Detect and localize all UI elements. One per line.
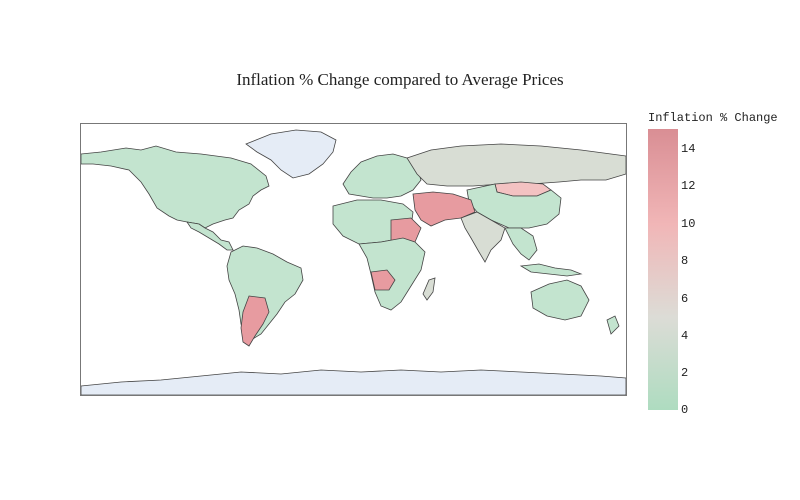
region-new-zealand[interactable]: [606, 315, 620, 335]
region-india[interactable]: [460, 211, 506, 263]
region-europe[interactable]: [342, 153, 422, 199]
colorbar-tick: 2: [681, 366, 689, 380]
region-southern-africa[interactable]: [358, 237, 426, 311]
colorbar-tick: 4: [681, 329, 689, 343]
colorbar-gradient: [648, 129, 678, 410]
colorbar-tick: 12: [681, 179, 696, 193]
region-southeast-asia[interactable]: [504, 227, 538, 261]
region-central-america[interactable]: [186, 221, 234, 251]
region-antarctica[interactable]: [81, 369, 626, 395]
region-indonesia[interactable]: [519, 263, 583, 277]
map-frame[interactable]: [80, 123, 627, 396]
region-north-america[interactable]: [81, 145, 270, 229]
map-title: Inflation % Change compared to Average P…: [236, 70, 564, 89]
colorbar-tick: 8: [681, 254, 689, 268]
colorbar-tick: 6: [681, 292, 689, 306]
region-madagascar[interactable]: [422, 277, 436, 301]
colorbar-tick: 0: [681, 403, 689, 417]
region-angola[interactable]: [370, 269, 396, 291]
world-map[interactable]: [81, 124, 626, 395]
region-south-america[interactable]: [226, 245, 304, 341]
region-australia[interactable]: [530, 279, 590, 321]
colorbar-tick: 14: [681, 142, 696, 156]
region-russia[interactable]: [406, 143, 626, 187]
region-greenland[interactable]: [245, 129, 337, 179]
colorbar-tick: 10: [681, 217, 696, 231]
colorbar-title: Inflation % Change: [648, 111, 778, 125]
region-argentina[interactable]: [240, 295, 270, 347]
